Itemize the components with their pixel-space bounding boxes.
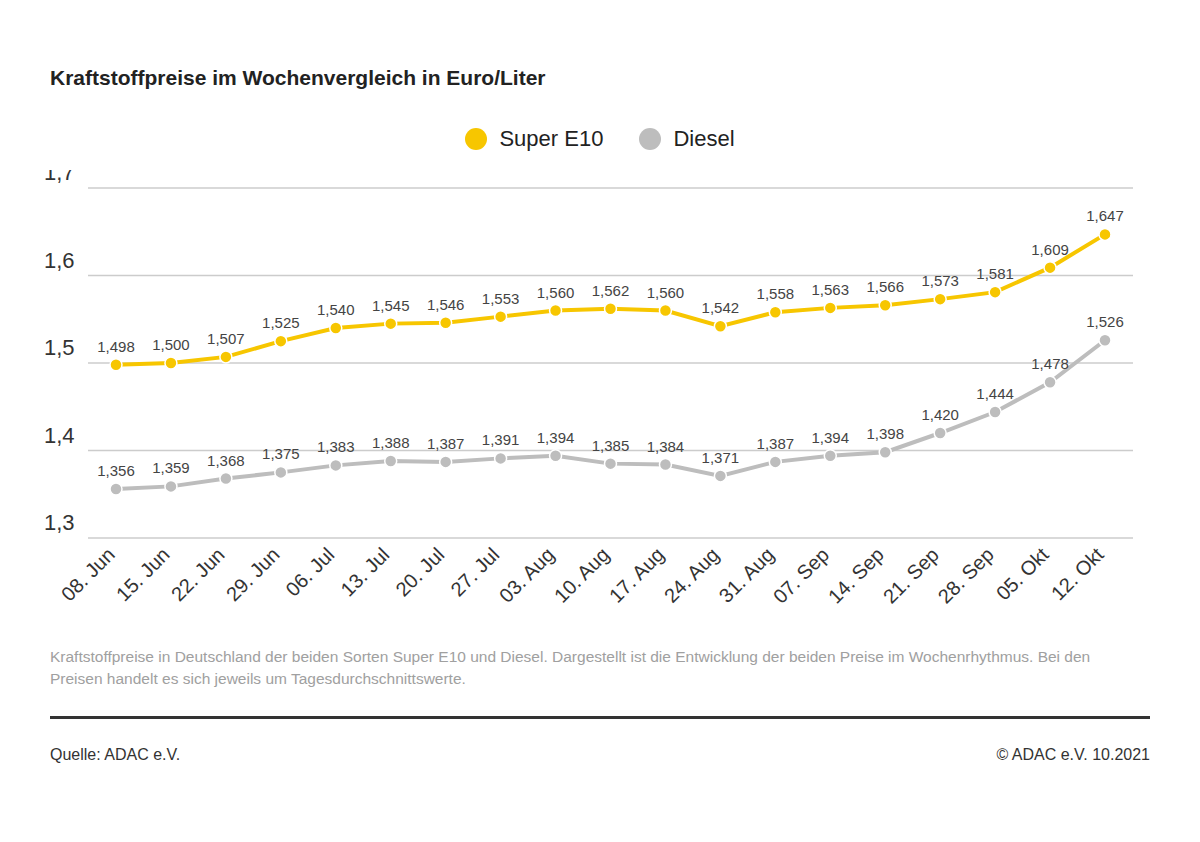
svg-text:1,573: 1,573 [921, 272, 959, 289]
svg-text:27. Jul: 27. Jul [446, 543, 504, 601]
svg-text:1,391: 1,391 [482, 431, 520, 448]
html-text:Kraftstoffpreise im Wochenverg: Kraftstoffpreise im Wochenvergleich in E… [50, 66, 546, 89]
svg-text:1,563: 1,563 [812, 281, 850, 298]
svg-text:1,558: 1,558 [757, 285, 795, 302]
svg-text:08. Jun: 08. Jun [57, 543, 119, 605]
svg-text:1,540: 1,540 [317, 301, 355, 318]
svg-text:1,566: 1,566 [866, 278, 904, 295]
html-text:© ADAC e.V. 10.2021: © ADAC e.V. 10.2021 [996, 746, 1150, 763]
html-text:Kraftstoffpreise in Deutschlan: Kraftstoffpreise in Deutschland der beid… [50, 648, 1091, 687]
svg-text:1,394: 1,394 [537, 429, 575, 446]
svg-text:17. Aug: 17. Aug [605, 543, 669, 607]
svg-text:1,3: 1,3 [44, 510, 75, 535]
svg-text:1,356: 1,356 [97, 462, 135, 479]
html-text:Diesel: Diesel [673, 126, 735, 151]
svg-text:1,359: 1,359 [152, 459, 190, 476]
svg-text:1,581: 1,581 [976, 265, 1014, 282]
svg-text:28. Sep: 28. Sep [934, 543, 998, 607]
svg-text:1,545: 1,545 [372, 297, 410, 314]
svg-text:1,560: 1,560 [537, 284, 575, 301]
svg-text:1,368: 1,368 [207, 452, 245, 469]
svg-text:1,444: 1,444 [976, 385, 1014, 402]
svg-text:29. Jun: 29. Jun [222, 543, 284, 605]
svg-text:1,384: 1,384 [647, 438, 685, 455]
svg-text:06. Jul: 06. Jul [281, 543, 338, 600]
svg-text:1,371: 1,371 [702, 449, 740, 466]
svg-text:1,526: 1,526 [1086, 313, 1124, 330]
svg-text:1,553: 1,553 [482, 290, 520, 307]
svg-text:1,542: 1,542 [702, 299, 740, 316]
svg-text:31. Aug: 31. Aug [715, 543, 779, 607]
svg-text:1,420: 1,420 [921, 406, 959, 423]
svg-text:1,500: 1,500 [152, 336, 190, 353]
svg-text:1,498: 1,498 [97, 338, 135, 355]
svg-text:21. Sep: 21. Sep [879, 543, 943, 607]
svg-text:1,478: 1,478 [1031, 355, 1069, 372]
svg-text:1,4: 1,4 [44, 423, 75, 448]
svg-text:15. Jun: 15. Jun [112, 543, 174, 605]
svg-text:1,398: 1,398 [866, 425, 904, 442]
svg-text:1,562: 1,562 [592, 282, 630, 299]
svg-text:1,507: 1,507 [207, 330, 245, 347]
svg-text:10. Aug: 10. Aug [550, 543, 614, 607]
svg-text:1,385: 1,385 [592, 437, 630, 454]
html-text:Quelle: ADAC e.V.: Quelle: ADAC e.V. [50, 746, 181, 763]
svg-text:13. Jul: 13. Jul [336, 543, 393, 600]
svg-text:07. Sep: 07. Sep [769, 543, 833, 607]
svg-text:1,525: 1,525 [262, 314, 300, 331]
svg-text:20. Jul: 20. Jul [391, 543, 448, 600]
svg-text:14. Sep: 14. Sep [824, 543, 888, 607]
svg-text:1,388: 1,388 [372, 434, 410, 451]
svg-text:1,647: 1,647 [1086, 207, 1124, 224]
svg-text:1,560: 1,560 [647, 284, 685, 301]
svg-text:1,383: 1,383 [317, 438, 355, 455]
svg-text:1,375: 1,375 [262, 445, 300, 462]
svg-text:1,609: 1,609 [1031, 241, 1069, 258]
svg-text:1,5: 1,5 [44, 335, 75, 360]
svg-text:1,387: 1,387 [757, 435, 795, 452]
svg-text:03. Aug: 03. Aug [495, 543, 559, 607]
svg-text:1,394: 1,394 [812, 429, 850, 446]
svg-text:05. Okt: 05. Okt [992, 543, 1053, 604]
html-text:Super E10: Super E10 [499, 126, 604, 151]
svg-text:24. Aug: 24. Aug [660, 543, 724, 607]
svg-text:1,546: 1,546 [427, 296, 465, 313]
svg-text:22. Jun: 22. Jun [167, 543, 229, 605]
svg-text:1,7: 1,7 [44, 170, 75, 185]
svg-text:12. Okt: 12. Okt [1047, 543, 1108, 604]
svg-text:1,387: 1,387 [427, 435, 465, 452]
svg-text:1,6: 1,6 [44, 248, 75, 273]
